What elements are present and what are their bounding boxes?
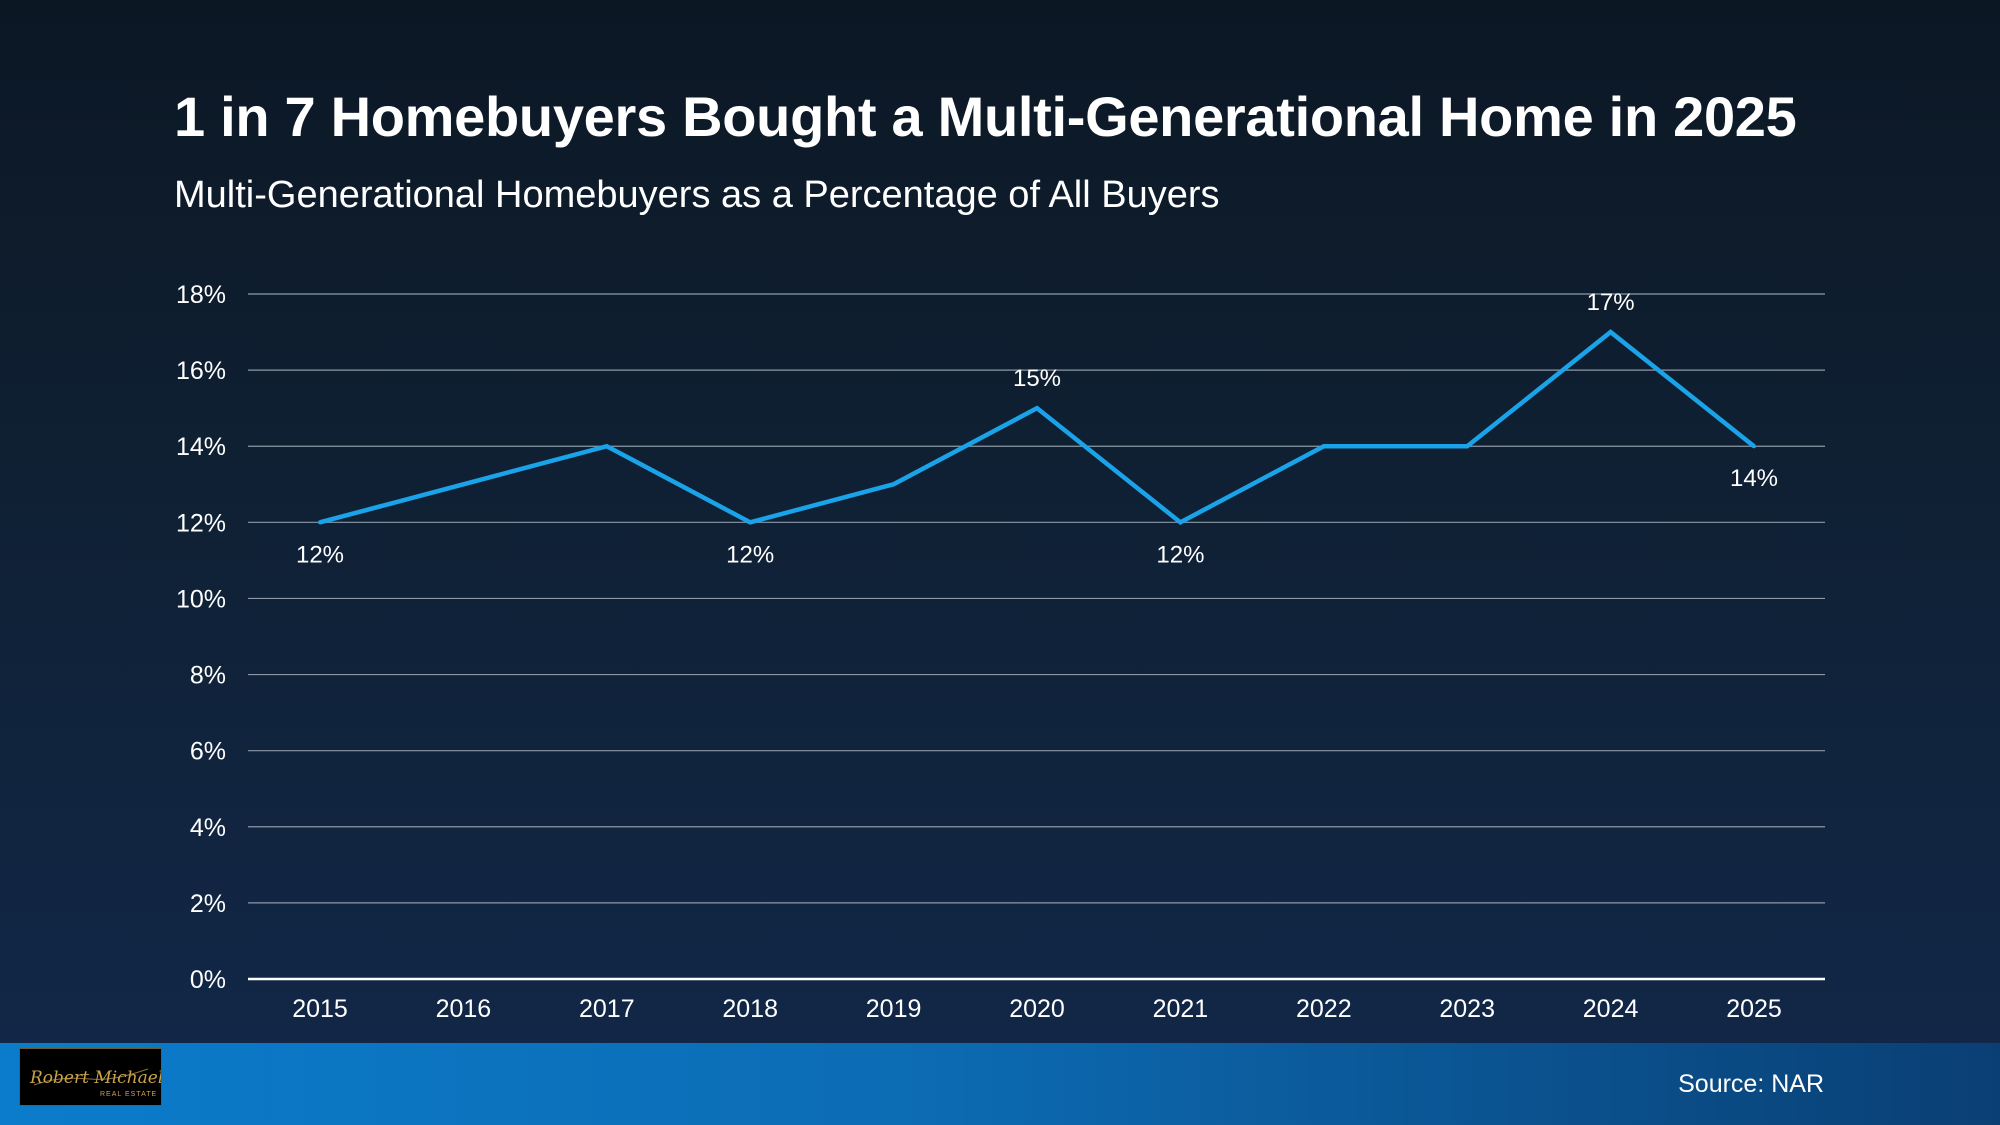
y-tick-label: 0% [190, 966, 226, 994]
y-tick-label: 2% [190, 890, 226, 918]
data-label: 12% [726, 541, 774, 568]
source-label: Source: NAR [1678, 1070, 1824, 1098]
data-point [1752, 444, 1756, 449]
data-point [1608, 330, 1613, 335]
x-tick-label: 2018 [722, 995, 778, 1023]
data-label: 12% [296, 541, 344, 568]
y-tick-label: 12% [176, 509, 226, 537]
line-chart: 0% 2% 4% 6% 8% 10% 12% 14% 16% 18% 2015 2016 2017 201… [176, 281, 1825, 1023]
data-point [1178, 520, 1183, 525]
y-tick-label: 18% [176, 281, 226, 309]
y-tick-label: 10% [176, 585, 226, 613]
x-tick-label: 2017 [579, 995, 635, 1023]
y-tick-label: 16% [176, 357, 226, 385]
chart-subtitle: Multi-Generational Homebuyers as a Perce… [174, 174, 1220, 216]
series-line [319, 329, 1756, 526]
data-label: 12% [1156, 541, 1204, 568]
x-tick-label: 2015 [292, 995, 348, 1023]
x-tick-label: 2025 [1726, 995, 1782, 1023]
data-point [891, 482, 896, 487]
x-tick-label: 2016 [436, 995, 492, 1023]
chart-title: 1 in 7 Homebuyers Bought a Multi-Generat… [174, 85, 1797, 148]
y-tick-label: 14% [176, 433, 226, 461]
brand-logo: Robert Michael REAL ESTATE [19, 1048, 162, 1106]
x-tick-label: 2024 [1583, 995, 1639, 1023]
x-tick-label: 2020 [1009, 995, 1065, 1023]
footer-bar: Robert Michael REAL ESTATE Source: NAR [0, 1043, 2000, 1125]
data-label: 17% [1587, 289, 1635, 316]
x-tick-label: 2022 [1296, 995, 1352, 1023]
x-tick-label: 2021 [1153, 995, 1209, 1023]
data-point [1035, 406, 1039, 411]
x-tick-label: 2019 [866, 995, 922, 1023]
y-tick-label: 4% [190, 814, 226, 842]
data-label: 14% [1730, 465, 1778, 492]
data-point [318, 520, 322, 525]
data-point [604, 444, 609, 449]
logo-name: Robert Michael [29, 1068, 161, 1088]
data-label: 15% [1013, 365, 1061, 392]
y-tick-label: 6% [190, 738, 226, 766]
logo-tagline: REAL ESTATE [100, 1091, 157, 1098]
data-point [1465, 444, 1470, 449]
data-point [461, 482, 466, 487]
data-point [1321, 444, 1326, 449]
x-tick-label: 2023 [1439, 995, 1495, 1023]
data-point [748, 520, 753, 525]
y-tick-label: 8% [190, 662, 226, 690]
